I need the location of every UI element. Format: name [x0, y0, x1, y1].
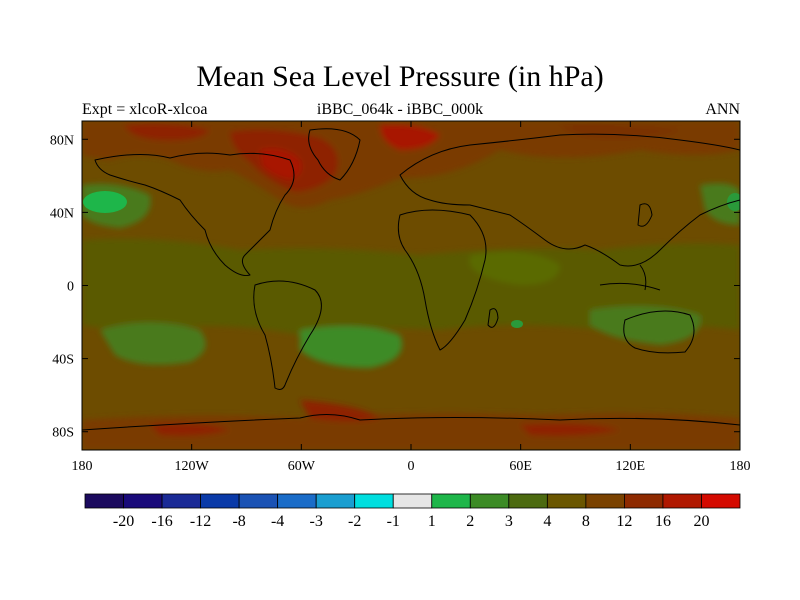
season-label: ANN [705, 101, 740, 118]
colorbar-label: -12 [190, 513, 211, 530]
colorbar-swatch [624, 493, 664, 509]
colorbar-swatch [508, 493, 548, 509]
lon-tick-label: 120W [175, 459, 210, 474]
lat-tick-label: 40S [52, 353, 74, 368]
map-title: Mean Sea Level Pressure (in hPa) [196, 60, 604, 93]
pacific-low-spot [83, 191, 127, 213]
colorbar-label: -3 [310, 513, 323, 530]
colorbar-label: 4 [543, 513, 551, 530]
colorbar-swatch [123, 493, 163, 509]
colorbar-swatch [585, 493, 625, 509]
colorbar-swatch [469, 493, 510, 509]
colorbar-swatch [431, 493, 471, 509]
colorbar-label: -20 [113, 513, 134, 530]
colorbar-swatch [701, 493, 741, 509]
high-anomaly-south [82, 400, 740, 450]
colorbar-label: 3 [505, 513, 513, 530]
colorbar-swatch [200, 493, 240, 509]
lon-tick-label: 120E [616, 459, 646, 474]
colorbar-swatch [392, 493, 433, 509]
lat-axis: 80N 40N 0 40S 80S [50, 133, 740, 441]
colorbar-swatch [546, 493, 587, 509]
coastlines [82, 128, 740, 431]
colorbar-swatch [84, 493, 124, 509]
colorbar-label: -2 [348, 513, 361, 530]
high-anomaly-north [82, 121, 740, 208]
colorbar-label: -16 [151, 513, 172, 530]
lon-tick-label: 180 [730, 459, 751, 474]
pacific-low-spot-east [727, 193, 740, 211]
colorbar-swatch [161, 493, 201, 509]
lat-tick-label: 0 [67, 280, 74, 295]
colorbar-label: -8 [232, 513, 245, 530]
colorbar-label: 1 [428, 513, 436, 530]
lat-tick-label: 40N [50, 206, 74, 221]
colorbar-swatch [662, 493, 702, 509]
experiment-label: Expt = xlcoR-xlcoa [82, 101, 208, 118]
comparison-label: iBBC_064k - iBBC_000k [316, 101, 484, 118]
lon-tick-label: 180 [72, 459, 93, 474]
low-anomaly-regions [82, 183, 740, 368]
colorbar-label: -4 [271, 513, 284, 530]
lon-tick-label: 60W [288, 459, 316, 474]
colorbar-label: 2 [466, 513, 474, 530]
colorbar-swatch [354, 493, 394, 509]
lat-tick-label: 80N [50, 133, 74, 148]
colorbar-swatch [238, 493, 279, 509]
lon-tick-label: 0 [408, 459, 415, 474]
lon-axis: 180 120W 60W 0 60E 120E 180 [72, 121, 751, 474]
lon-tick-label: 60E [509, 459, 532, 474]
colorbar-swatch [277, 493, 317, 509]
colorbar: -20 -16 -12 -8 -4 -3 -2 -1 1 2 3 4 8 12 16 20 [84, 493, 741, 530]
indian-ocean-spot [511, 320, 523, 328]
lat-tick-label: 80S [52, 426, 74, 441]
colorbar-label: 12 [616, 513, 632, 530]
colorbar-label: 8 [582, 513, 590, 530]
pressure-field [82, 121, 740, 450]
colorbar-swatch [315, 493, 356, 509]
colorbar-label: -1 [387, 513, 400, 530]
colorbar-label: 20 [693, 513, 709, 530]
colorbar-label: 16 [655, 513, 671, 530]
